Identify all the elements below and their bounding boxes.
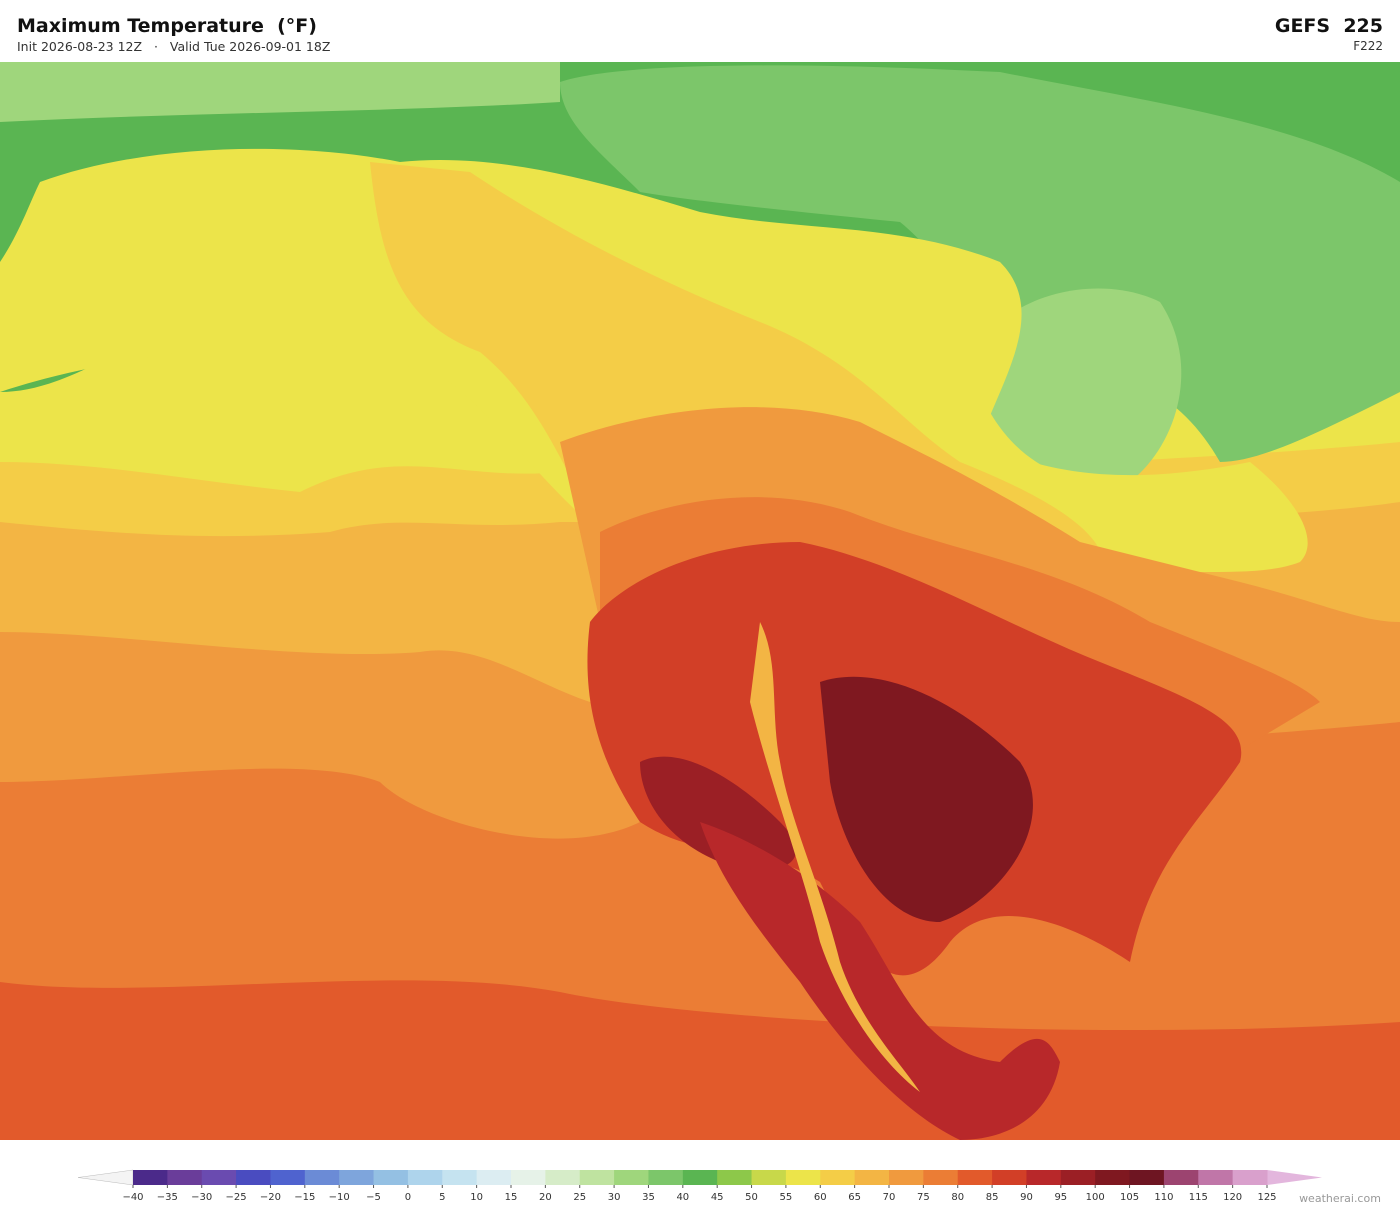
colorbar-tick-label: 25 [573,1192,586,1203]
southwest-heat [640,756,797,870]
colorbar-tick-label: 30 [608,1192,621,1203]
colorbar-tick-label: 15 [505,1192,518,1203]
colorbar-tick-label: 120 [1223,1192,1242,1203]
colorbar-segment [545,1170,581,1185]
colorbar-tick-label: −5 [366,1192,381,1203]
valid-time: Valid Tue 2026-09-01 18Z [169,39,331,54]
colorbar-segment [957,1170,993,1185]
colorbar-tick-label: −30 [191,1192,212,1203]
colorbar-segment [579,1170,615,1185]
colorbar-segment [442,1170,478,1185]
title: Maximum Temperature (°F) [17,15,317,37]
colorbar-segment [476,1170,512,1185]
colorbar-tick-label: 80 [951,1192,964,1203]
colorbar-tick-label: 10 [470,1192,483,1203]
colorbar-segment [854,1170,890,1185]
credit: weatherai.com [1299,1192,1381,1205]
mountain-cool [750,622,920,1092]
colorbar-tick-label: 100 [1086,1192,1105,1203]
colorbar-tick-label: −35 [157,1192,178,1203]
colorbar-tick-label: 0 [405,1192,411,1203]
colorbar-segment [1232,1170,1268,1185]
colorbar-segment [1060,1170,1096,1185]
colorbar-segment [304,1170,340,1185]
colorbar-segment [648,1170,684,1185]
colorbar-tick-label: 90 [1020,1192,1033,1203]
colorbar-tick-label: 5 [439,1192,445,1203]
colorbar-segment [339,1170,375,1185]
colorbar-segment [1163,1170,1199,1185]
hudson-bay [970,288,1182,484]
colorbar-segment [1026,1170,1062,1185]
colorbar-tick-label: 70 [883,1192,896,1203]
colorbar-tick-label: 105 [1120,1192,1139,1203]
colorbar-tick-label: −25 [226,1192,247,1203]
colorbar-segment [373,1170,409,1185]
colorbar-segment [785,1170,821,1185]
model-name: GEFS 225 [1274,15,1383,37]
colorbar-segment [923,1170,959,1185]
header: Maximum Temperature (°F) Init 2026-08-23… [0,0,1400,62]
temperature-map [0,62,1400,1140]
colorbar-tick-label: 55 [780,1192,793,1203]
colorbar-tick-label: 65 [848,1192,861,1203]
colorbar-tick-label: 50 [745,1192,758,1203]
colorbar-tick-label: 60 [814,1192,827,1203]
colorbar-segment [717,1170,753,1185]
colorbar-segment [167,1170,203,1185]
colorbar-tick-label: 75 [917,1192,930,1203]
colorbar-tick-label: 125 [1257,1192,1276,1203]
heat-core [820,676,1033,922]
colorbar-tick-label: −10 [329,1192,350,1203]
colorbar-segment [511,1170,546,1185]
colorbar-segment [1095,1170,1131,1185]
colorbar-segment [751,1170,787,1185]
colorbar-segment [133,1170,168,1185]
colorbar-tick-label: 85 [986,1192,999,1203]
colorbar-over [1267,1170,1322,1185]
colorbar-segment [614,1170,649,1185]
colorbar-tick-label: −15 [294,1192,315,1203]
map-and-colorbar: −40 −35 −30 −25 −20 −15 −10 −5 0 5 10 15 20 25 30 35 40 4… [0,62,1400,1205]
arctic-ocean [0,62,560,122]
subtitle: Init 2026-08-23 12Z · Valid Tue 2026-09-… [17,39,330,54]
separator: · [153,39,158,54]
colorbar-segment [889,1170,924,1185]
colorbar-segment [820,1170,856,1185]
mexico [700,822,1060,1140]
colorbar-segment [992,1170,1027,1185]
colorbar-segment [201,1170,237,1185]
colorbar-segment [1129,1170,1165,1185]
colorbar-segment [270,1170,306,1185]
init-time: Init 2026-08-23 12Z [17,39,143,54]
colorbar-tick-label: 95 [1054,1192,1067,1203]
colorbar-segment [236,1170,271,1185]
colorbar-tick-label: 40 [676,1192,689,1203]
colorbar-tick-label: 20 [539,1192,552,1203]
colorbar-tick-label: 45 [711,1192,724,1203]
colorbar-tick-label: 115 [1189,1192,1208,1203]
forecast-hour: F222 [1353,39,1383,53]
colorbar: −40 −35 −30 −25 −20 −15 −10 −5 0 5 10 15 20 25 30 35 40 4… [77,1169,1322,1203]
colorbar-segment [1198,1170,1234,1185]
colorbar-segment [407,1170,443,1185]
colorbar-under [77,1169,134,1186]
colorbar-tick-label: −40 [122,1192,143,1203]
colorbar-tick-label: 110 [1154,1192,1173,1203]
colorbar-tick-label: 35 [642,1192,655,1203]
colorbar-tick-label: −20 [260,1192,281,1203]
colorbar-segment [682,1170,718,1185]
